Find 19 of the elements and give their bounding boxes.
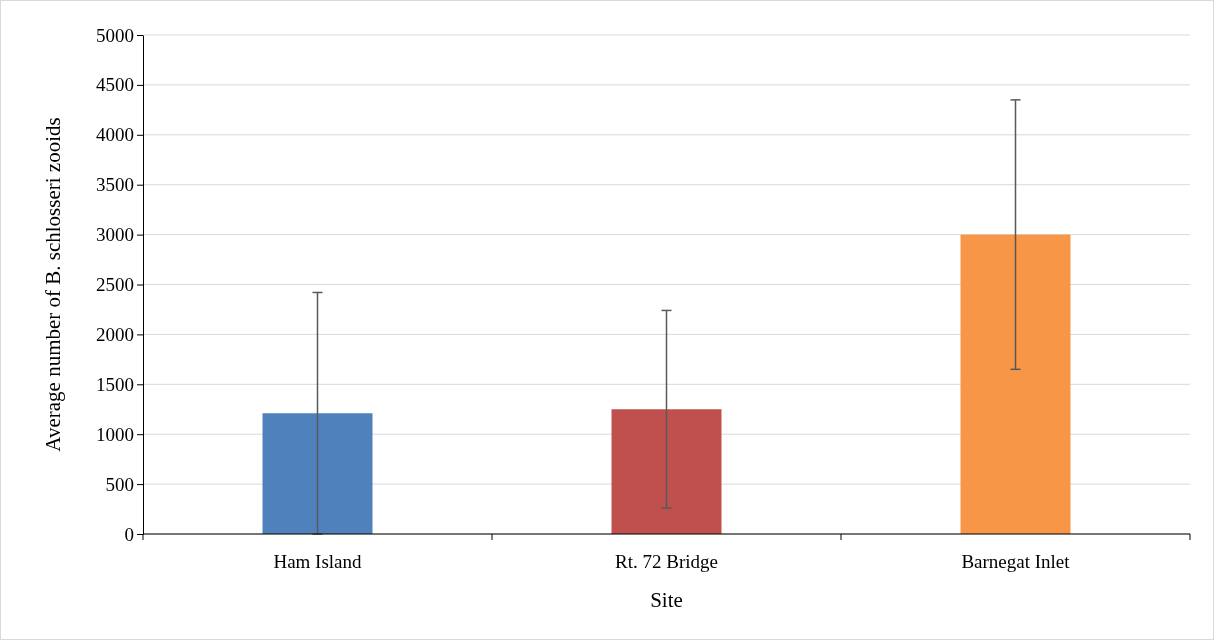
y-tick-label: 2000	[96, 323, 134, 345]
y-tick-label: 4000	[96, 124, 134, 146]
y-tick-label: 3500	[96, 174, 134, 196]
bar	[960, 234, 1071, 534]
y-tick-label: 1000	[96, 423, 134, 445]
bar	[262, 413, 373, 534]
y-tick-label: 2500	[96, 274, 134, 296]
x-tick-label: Ham Island	[273, 551, 363, 572]
y-tick-label: 1500	[96, 373, 134, 395]
y-tick-label: 500	[105, 473, 134, 495]
x-tick-label: Rt. 72 Bridge	[615, 551, 718, 572]
x-tick-label: Barnegat Inlet	[961, 551, 1071, 572]
bar	[611, 409, 722, 534]
y-axis-title: Average number of B. schlosseri zooids	[41, 117, 65, 452]
y-tick-label: 4500	[96, 74, 134, 96]
y-tick-label: 3000	[96, 224, 134, 246]
y-tick-label: 0	[124, 523, 134, 545]
y-tick-label: 5000	[96, 24, 134, 46]
x-axis-title: Site	[650, 588, 683, 612]
